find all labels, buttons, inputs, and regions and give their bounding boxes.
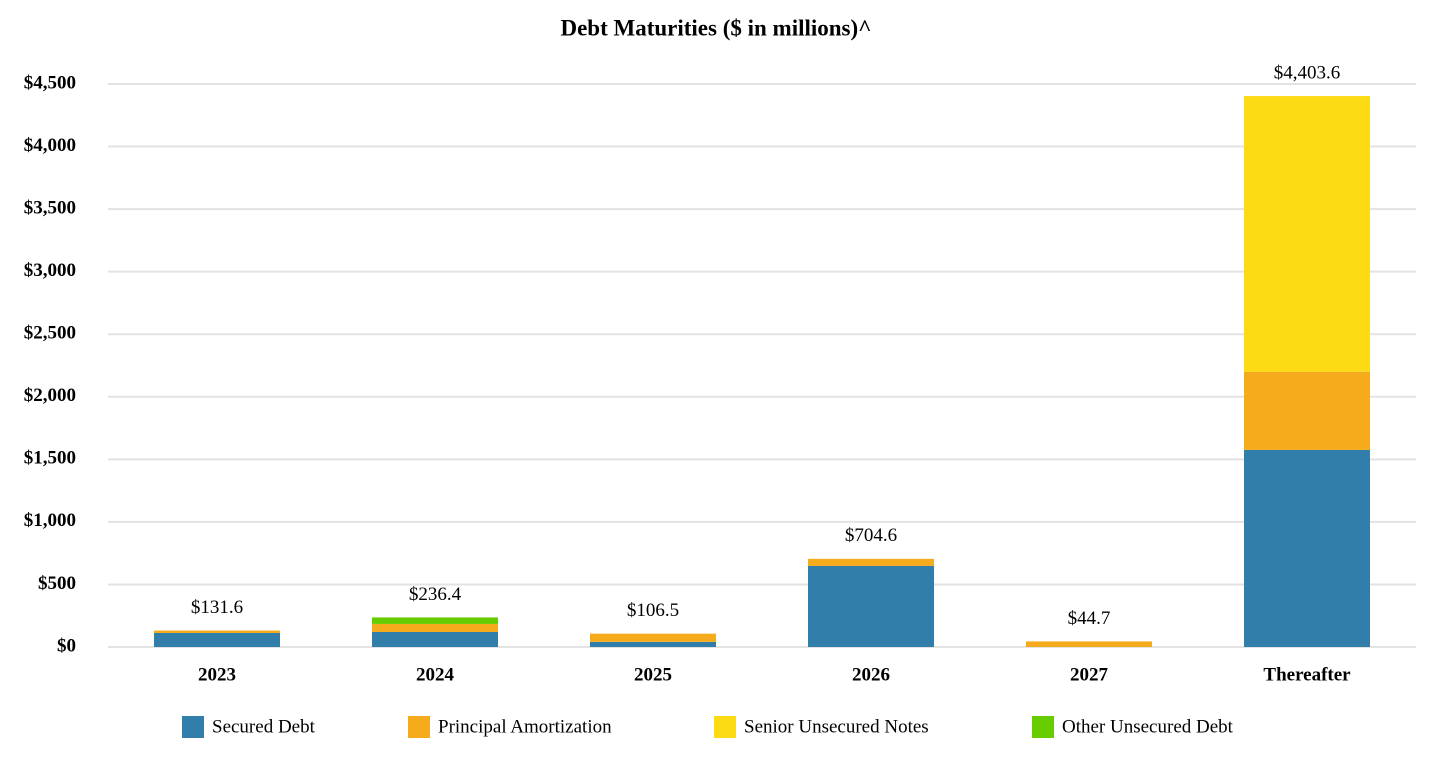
y-tick-label: $500 xyxy=(38,573,76,594)
bar-segment xyxy=(372,631,498,647)
legend-label: Secured Debt xyxy=(212,716,316,737)
total-label: $131.6 xyxy=(191,597,243,618)
y-tick-label: $1,000 xyxy=(24,510,76,531)
legend-swatch xyxy=(1032,716,1054,738)
legend-swatch xyxy=(714,716,736,738)
bar-segment xyxy=(1244,449,1370,647)
y-tick-label: $4,000 xyxy=(24,135,76,156)
bar-segment xyxy=(1244,371,1370,450)
y-tick-label: $3,000 xyxy=(24,260,76,281)
legend-label: Principal Amortization xyxy=(438,716,612,737)
bar-segment xyxy=(372,617,498,624)
x-tick-label: 2024 xyxy=(416,664,455,685)
x-tick-label: 2025 xyxy=(634,664,672,685)
total-label: $704.6 xyxy=(845,525,897,546)
bar-segment xyxy=(154,632,280,647)
bar-segment xyxy=(808,565,934,647)
chart-title: Debt Maturities ($ in millions)^ xyxy=(560,15,871,40)
legend-swatch xyxy=(182,716,204,738)
bar-segment xyxy=(1026,641,1152,647)
x-tick-label: 2023 xyxy=(198,664,236,685)
x-tick-label: Thereafter xyxy=(1263,664,1351,685)
x-tick-label: 2027 xyxy=(1070,664,1109,685)
y-tick-label: $1,500 xyxy=(24,448,76,469)
bar-segment xyxy=(372,623,498,632)
y-tick-label: $2,500 xyxy=(24,323,76,344)
bar-segment xyxy=(808,558,934,566)
total-label: $236.4 xyxy=(409,584,462,605)
legend-swatch xyxy=(408,716,430,738)
y-tick-label: $2,000 xyxy=(24,385,76,406)
total-label: $4,403.6 xyxy=(1274,62,1341,83)
legend-label: Other Unsecured Debt xyxy=(1062,716,1234,737)
y-tick-label: $0 xyxy=(57,635,76,656)
x-tick-label: 2026 xyxy=(852,664,890,685)
bar-segment xyxy=(590,641,716,647)
bar-segment xyxy=(154,630,280,633)
y-tick-label: $4,500 xyxy=(24,72,76,93)
total-label: $106.5 xyxy=(627,600,679,621)
total-label: $44.7 xyxy=(1068,608,1111,629)
legend-label: Senior Unsecured Notes xyxy=(744,716,929,737)
y-tick-label: $3,500 xyxy=(24,197,76,218)
bar-segment xyxy=(1244,96,1370,372)
bar-segment xyxy=(590,633,716,642)
